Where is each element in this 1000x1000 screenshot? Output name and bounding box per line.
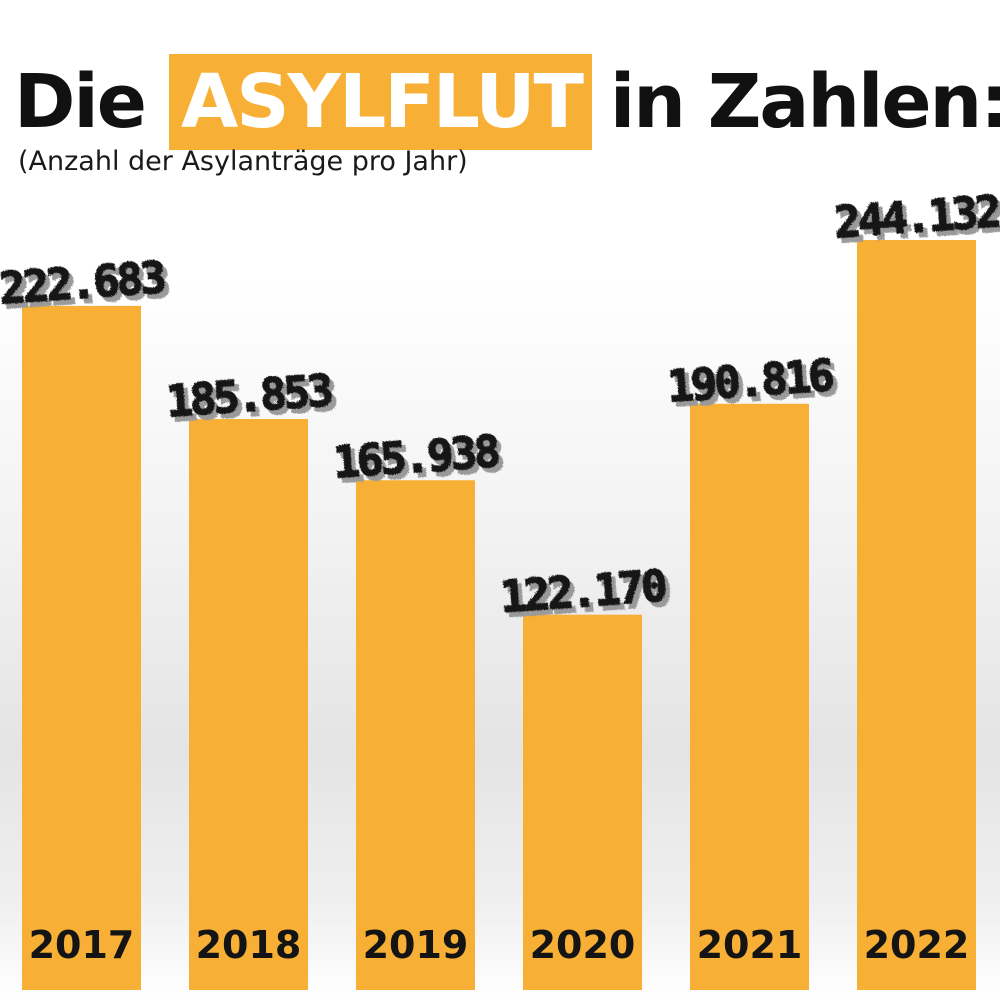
year-label-2017: 2017 — [29, 923, 135, 967]
bars-group — [22, 240, 976, 990]
value-labels-group: 222.683222.683185.853185.853165.938165.9… — [0, 186, 1000, 629]
bar-2020 — [523, 614, 642, 990]
chart-title: Die ASYLFLUT in Zahlen: — [14, 52, 1000, 152]
year-label-2020: 2020 — [530, 923, 636, 967]
value-label-shadow: 190.816 — [670, 355, 839, 417]
title-suffix: in Zahlen: — [609, 59, 1000, 145]
year-label-2021: 2021 — [697, 923, 803, 967]
title-prefix: Die — [14, 59, 147, 145]
value-label-text: 222.683 — [0, 252, 166, 314]
title-highlight: ASYLFLUT — [168, 54, 592, 150]
value-label-shadow: 122.170 — [503, 566, 671, 628]
value-label-text: 122.170 — [499, 561, 667, 623]
bar-2022 — [857, 240, 976, 990]
year-label-2019: 2019 — [363, 923, 469, 967]
value-label-text: 185.853 — [165, 365, 333, 427]
value-label-shadow: 185.853 — [169, 370, 337, 432]
value-label-text: 165.938 — [332, 427, 500, 489]
year-labels-group: 2017 2018 2019 2020 2021 2022 — [29, 923, 970, 967]
value-label-shadow: 244.132 — [837, 191, 1000, 253]
chart-subtitle: (Anzahl der Asylanträge pro Jahr) — [18, 146, 468, 177]
bar-2021 — [690, 403, 809, 990]
bar-2017 — [22, 305, 141, 990]
bar-2018 — [189, 419, 308, 990]
value-label-shadow: 222.683 — [2, 257, 170, 319]
year-label-2022: 2022 — [864, 923, 970, 967]
value-label-shadow: 165.938 — [336, 431, 504, 493]
value-label-text: 190.816 — [666, 350, 835, 412]
value-label-text: 244.132 — [833, 186, 1000, 248]
year-label-2018: 2018 — [196, 923, 302, 967]
bar-2019 — [356, 480, 475, 990]
